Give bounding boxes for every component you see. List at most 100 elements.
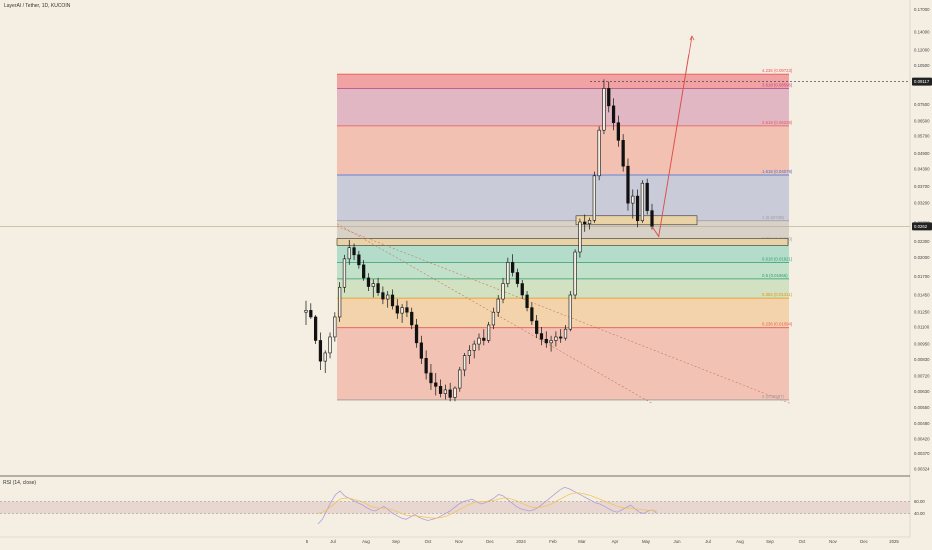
price-tick-label: 0.00420 [914,436,930,441]
time-tick-label: 5 [306,539,309,544]
candle-body [333,316,337,338]
candle-body [482,337,486,341]
fib-zone [337,242,789,263]
candle-body [607,88,611,107]
candle-body [366,277,371,287]
candle-body [376,283,380,293]
candle-body [573,251,577,296]
candle-body [621,140,625,167]
candle-body [626,165,630,204]
candle-body [549,340,553,344]
candle-body [448,389,452,398]
candle-body [496,298,500,313]
time-tick-label: Aug [362,539,370,544]
price-tick-label: 0.00630 [914,389,930,394]
candle-body [386,294,390,300]
candle-body [635,195,640,222]
time-axis[interactable]: 5 Jul Aug Sep Oct Nov Dec 2024 Feb Mar Apr May Jun Ju… [0,536,910,544]
fib-level-label: 4.236 (0.09723) [762,68,793,73]
candle-body [347,247,351,260]
fib-zone [337,88,789,126]
price-tag-label: 0.09117 [914,79,930,84]
candle-body [611,105,616,124]
fib-level-label: 0.382 (0.01411) [762,292,793,297]
fib-level-label: 0.236 (0.01094) [762,322,793,327]
fib-zone [337,298,789,328]
price-tick-label: 0.00480 [914,421,930,426]
candle-body [568,294,572,330]
candle-body [381,292,385,300]
candle-body [410,311,414,326]
price-tag-label: 0.0262 [914,224,928,229]
price-tick-label: 0.00324 [914,466,930,471]
time-tick-label: Dec [486,539,494,544]
fib-zone [337,174,789,221]
fib-level-label: 0.618 (0.01921) [762,256,793,261]
rsi-panel: 60.00 40.00 [0,475,925,525]
candle-body [304,310,308,313]
candle-body [486,324,491,341]
symbol-label: LayerAI / Tether, 1D, KUCOIN [4,3,71,9]
candle-body [530,307,534,322]
candle-body [587,220,592,225]
fib-zone [337,74,789,89]
time-tick-label: Nov [829,539,837,544]
candle-body [400,307,404,314]
price-axis-bg [910,0,932,550]
candle-body [390,294,395,307]
time-tick-label: 2024 [516,539,526,544]
time-tick-label: Oct [425,539,432,544]
candle-body [616,122,620,141]
candle-body [554,336,558,341]
price-tick-label: 0.00720 [914,374,930,379]
candle-body [424,358,428,374]
candle-body [491,311,496,326]
candlestick-series [304,79,654,402]
time-tick-label: Aug [736,539,744,544]
price-tick-label: 0.14000 [914,29,930,34]
price-tag [912,222,932,231]
candle-body [414,324,419,344]
price-tick-label: 0.02300 [914,239,930,244]
price-tick-label: 0.01250 [914,310,930,315]
fib-level-label: 0.5 (0.01666) [762,273,788,278]
time-tick-label: Nov [455,539,463,544]
candle-body [419,342,423,359]
rsi-level-label: 40.00 [914,511,925,516]
candle-body [515,272,520,284]
candle-body [443,389,447,394]
candle-body [338,286,342,318]
candle-body [631,195,635,204]
candle-body [352,247,356,256]
candle-body [640,182,645,222]
fib-zone [337,327,789,400]
price-axis[interactable]: 0.17000 0.14000 0.12000 0.10500 0.07500 0.065… [909,0,932,550]
candle-body [362,264,366,279]
candle-body [525,294,529,308]
price-tick-label: 0.01450 [914,292,930,297]
candle-body [645,182,649,211]
time-tick-label: May [642,539,651,544]
candle-body [458,369,462,389]
time-tick-label: Sep [766,539,774,544]
candle-body [453,387,457,398]
rsi-label-text: RSI (14, close) [3,480,37,486]
price-tick-label: 0.12000 [914,47,930,52]
price-tick-label: 0.02000 [914,255,930,260]
candle-body [501,283,505,300]
price-tick-label: 0.01100 [914,325,930,330]
time-tick-label: Sep [392,539,400,544]
candle-body [472,343,476,351]
price-tick-label: 0.04900 [914,151,930,156]
candle-body [395,305,399,314]
price-tick-label: 0.01700 [914,274,930,279]
fib-level-label: 3.618 (0.08596) [762,82,793,87]
candle-body [371,283,375,287]
candle-body [438,386,443,394]
price-tick-label: 0.00370 [914,451,930,456]
price-tag [912,77,932,86]
candle-body [563,328,568,339]
time-tick-label: Jun [674,539,682,544]
candle-body [544,338,548,344]
